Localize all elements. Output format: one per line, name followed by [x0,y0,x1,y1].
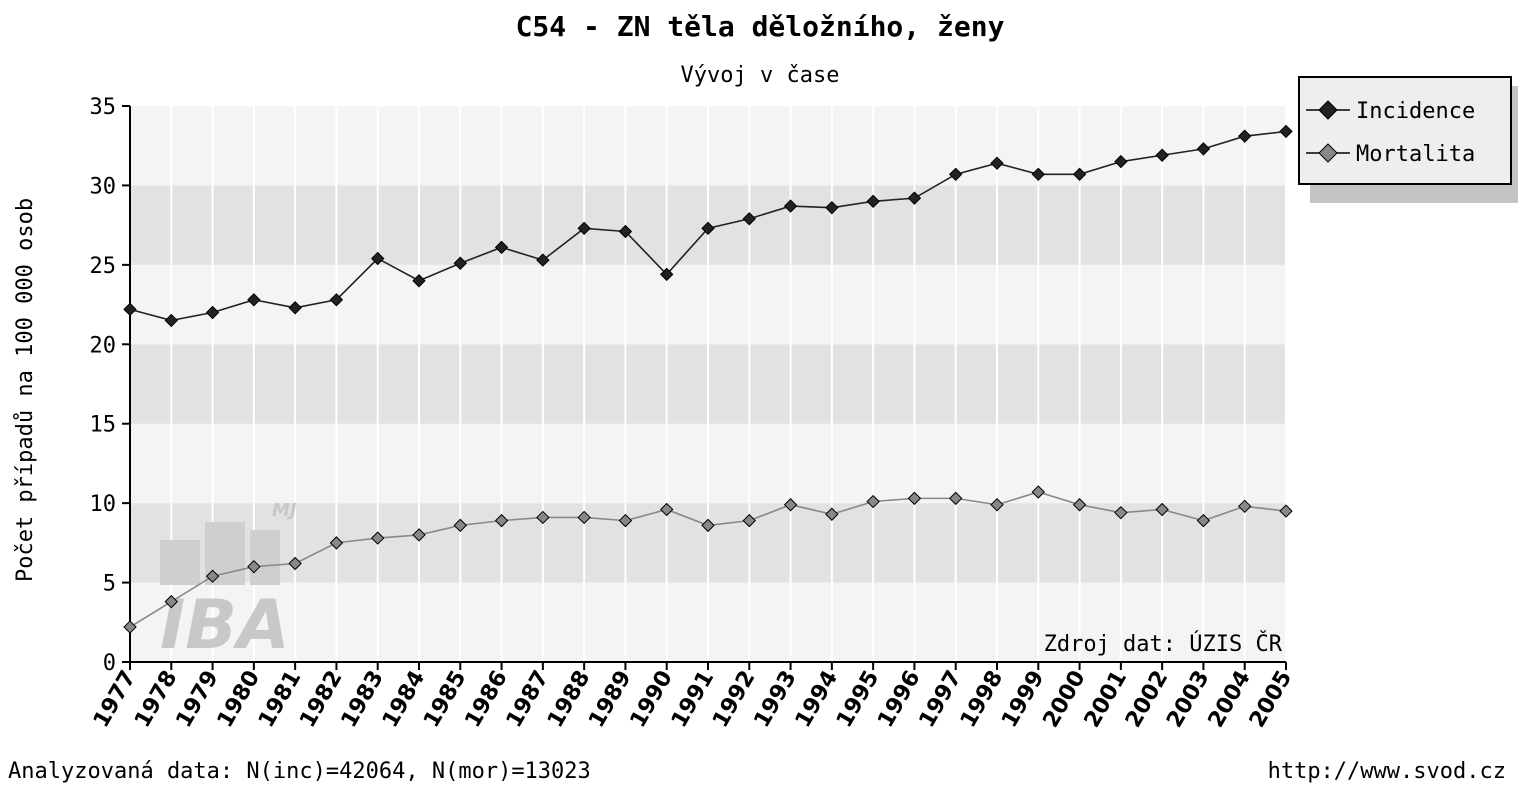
data-point [990,498,1004,512]
data-point [907,491,922,506]
y-tick-label: 25 [90,254,117,279]
y-axis-ticks: 0 5 10 15 20 25 30 35 [90,95,130,676]
data-point [1196,513,1211,528]
data-point [453,518,467,533]
data-point [660,502,674,517]
chart-title: C54 - ZN těla děložního, ženy [516,10,1005,43]
data-point [907,191,922,205]
data-point [577,221,591,236]
x-tick-label: 2005 [1245,667,1297,733]
legend: Incidence Mortalita [1298,76,1518,203]
data-point [329,536,344,550]
data-point [329,293,344,307]
y-tick-label: 35 [90,95,117,120]
data-point [205,305,220,320]
data-point [247,559,261,574]
data-point [866,494,880,509]
data-point [371,251,385,266]
y-tick-label: 10 [90,492,117,517]
legend-marker [1318,100,1338,120]
data-point [577,510,591,525]
data-point [701,518,715,533]
source-note: Zdroj dat: ÚZIS ČR [1044,631,1283,657]
data-point [949,167,963,182]
watermark-small-text: MJ [272,500,297,521]
data-point [1114,154,1128,169]
data-point [701,221,715,236]
data-point [164,594,178,609]
data-point [742,513,756,528]
data-point [618,224,633,239]
y-tick-label: 0 [103,651,116,676]
data-point [1155,148,1169,162]
data-point [1031,485,1045,499]
watermark-logo-text: IBA [160,586,290,665]
y-tick-label: 30 [90,174,117,199]
data-point [288,556,302,571]
y-tick-label: 5 [103,572,116,597]
data-point [949,491,963,506]
data-point [371,531,385,545]
data-point [742,212,756,226]
data-point [618,513,633,528]
data-point [825,200,839,215]
data-point [866,194,880,209]
data-point [536,510,550,525]
data-point [494,513,509,528]
series-incidence [123,124,1293,328]
data-point [247,293,261,307]
data-point [1031,167,1045,182]
x-axis-ticks: 1977197819791980198119821983198419851986… [89,662,1297,732]
data-point [1196,142,1211,156]
iba-logo-watermark: IBA MJ [160,500,297,665]
footer-left: Analyzovaná data: N(inc)=42064, N(mor)=1… [8,759,591,784]
data-point [288,301,302,315]
data-point [825,507,839,521]
data-point [123,620,137,634]
y-tick-label: 15 [90,413,117,438]
data-point [1279,504,1293,518]
data-point [1155,502,1169,517]
data-point [783,199,798,213]
data-point [1072,498,1087,512]
data-point [453,256,467,270]
series-mortalita [123,485,1293,634]
chart-subtitle: Vývoj v čase [681,63,840,88]
footer-right: http://www.svod.cz [1268,759,1506,784]
data-point [660,267,674,282]
data-point [1279,124,1293,139]
data-point [1238,499,1252,514]
data-series [123,124,1293,634]
y-tick-label: 20 [90,333,117,358]
data-point [783,498,798,512]
data-point [1072,167,1087,182]
data-point [494,240,509,255]
y-axis-label: Počet případů na 100 000 osob [12,198,38,582]
data-point [164,313,178,328]
data-point [1238,129,1252,143]
data-point [412,274,426,288]
data-point [412,528,426,542]
legend-marker [1318,143,1338,163]
data-point [990,156,1004,170]
data-point [205,569,220,583]
data-point [536,253,550,267]
legend-box [1298,76,1512,185]
legend-label: Mortalita [1356,142,1475,167]
legend-label: Incidence [1356,99,1475,124]
data-point [123,302,137,317]
data-point [1114,505,1128,520]
